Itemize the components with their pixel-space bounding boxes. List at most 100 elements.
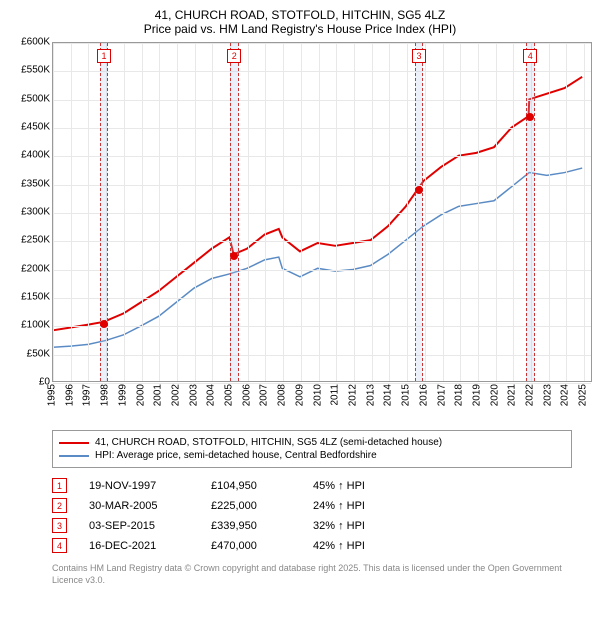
gridline-vertical (142, 43, 143, 381)
event-number-box: 3 (52, 518, 67, 533)
event-number-box: 2 (52, 498, 67, 513)
gridline-horizontal (53, 185, 591, 186)
gridline-vertical (478, 43, 479, 381)
event-pct: 45% ↑ HPI (313, 480, 403, 492)
event-price: £104,950 (211, 480, 291, 492)
event-marker: 4 (523, 49, 537, 63)
x-tick-label: 2018 (454, 384, 465, 406)
event-price: £470,000 (211, 540, 291, 552)
gridline-vertical (283, 43, 284, 381)
gridline-horizontal (53, 128, 591, 129)
event-dot (415, 186, 423, 194)
x-tick-label: 2011 (330, 384, 341, 406)
y-tick-label: £300K (21, 207, 50, 218)
gridline-horizontal (53, 241, 591, 242)
x-tick-label: 2002 (170, 384, 181, 406)
gridline-horizontal (53, 43, 591, 44)
x-tick-label: 2016 (418, 384, 429, 406)
gridline-vertical (425, 43, 426, 381)
event-number-box: 4 (52, 538, 67, 553)
event-date: 19-NOV-1997 (89, 480, 189, 492)
x-tick-label: 2015 (401, 384, 412, 406)
title-subtitle: Price paid vs. HM Land Registry's House … (8, 22, 592, 36)
gridline-vertical (265, 43, 266, 381)
event-date: 16-DEC-2021 (89, 540, 189, 552)
legend-item: 41, CHURCH ROAD, STOTFOLD, HITCHIN, SG5 … (59, 437, 565, 448)
event-price: £225,000 (211, 500, 291, 512)
x-tick-label: 2003 (188, 384, 199, 406)
gridline-vertical (88, 43, 89, 381)
y-tick-label: £250K (21, 235, 50, 246)
event-dot (230, 252, 238, 260)
event-date: 30-MAR-2005 (89, 500, 189, 512)
event-number-box: 1 (52, 478, 67, 493)
gridline-vertical (301, 43, 302, 381)
events-table: 1 19-NOV-1997 £104,950 45% ↑ HPI 2 30-MAR-200… (52, 478, 592, 553)
event-dot (100, 320, 108, 328)
gridline-horizontal (53, 270, 591, 271)
x-tick-label: 2005 (224, 384, 235, 406)
x-tick-label: 1996 (64, 384, 75, 406)
gridline-vertical (407, 43, 408, 381)
legend-swatch (59, 442, 89, 444)
y-tick-label: £400K (21, 150, 50, 161)
y-tick-label: £550K (21, 65, 50, 76)
line-series-svg (53, 43, 591, 381)
x-tick-label: 2025 (578, 384, 589, 406)
gridline-horizontal (53, 71, 591, 72)
chart: £0£50K£100K£150K£200K£250K£300K£350K£400… (8, 42, 592, 422)
x-tick-label: 2021 (507, 384, 518, 406)
plot-area: 1234 (52, 42, 592, 382)
footnote: Contains HM Land Registry data © Crown c… (52, 563, 572, 586)
event-row: 416-DEC-2021£470,00042% ↑ HPI (52, 538, 592, 553)
gridline-vertical (372, 43, 373, 381)
gridline-horizontal (53, 326, 591, 327)
legend: 41, CHURCH ROAD, STOTFOLD, HITCHIN, SG5 … (52, 430, 572, 468)
x-tick-label: 2013 (365, 384, 376, 406)
event-pct: 32% ↑ HPI (313, 520, 403, 532)
x-tick-label: 1995 (47, 384, 58, 406)
gridline-horizontal (53, 355, 591, 356)
y-tick-label: £600K (21, 37, 50, 48)
y-tick-label: £100K (21, 320, 50, 331)
event-dot (526, 113, 534, 121)
gridline-vertical (496, 43, 497, 381)
legend-item: HPI: Average price, semi-detached house,… (59, 450, 565, 461)
legend-swatch (59, 455, 89, 457)
event-price: £339,950 (211, 520, 291, 532)
gridline-vertical (177, 43, 178, 381)
x-tick-label: 2024 (560, 384, 571, 406)
event-marker: 2 (227, 49, 241, 63)
gridline-vertical (212, 43, 213, 381)
y-tick-label: £50K (27, 348, 50, 359)
x-axis: 1995199619971998199920002001200220032004… (52, 382, 592, 422)
gridline-vertical (460, 43, 461, 381)
x-tick-label: 2019 (471, 384, 482, 406)
event-band (526, 43, 535, 381)
gridline-horizontal (53, 213, 591, 214)
gridline-horizontal (53, 298, 591, 299)
x-tick-label: 2006 (241, 384, 252, 406)
event-band (415, 43, 424, 381)
x-tick-label: 2000 (135, 384, 146, 406)
legend-label: HPI: Average price, semi-detached house,… (95, 450, 377, 461)
chart-title: 41, CHURCH ROAD, STOTFOLD, HITCHIN, SG5 … (8, 8, 592, 36)
y-axis: £0£50K£100K£150K£200K£250K£300K£350K£400… (8, 42, 52, 382)
x-tick-label: 1998 (100, 384, 111, 406)
x-tick-label: 2008 (277, 384, 288, 406)
x-tick-label: 2022 (525, 384, 536, 406)
gridline-vertical (319, 43, 320, 381)
gridline-vertical (159, 43, 160, 381)
gridline-vertical (336, 43, 337, 381)
y-tick-label: £200K (21, 263, 50, 274)
x-tick-label: 2017 (436, 384, 447, 406)
x-tick-label: 2023 (542, 384, 553, 406)
gridline-vertical (584, 43, 585, 381)
gridline-vertical (566, 43, 567, 381)
event-marker: 1 (97, 49, 111, 63)
gridline-vertical (389, 43, 390, 381)
gridline-vertical (124, 43, 125, 381)
gridline-vertical (53, 43, 54, 381)
title-address: 41, CHURCH ROAD, STOTFOLD, HITCHIN, SG5 … (8, 8, 592, 22)
x-tick-label: 2009 (294, 384, 305, 406)
